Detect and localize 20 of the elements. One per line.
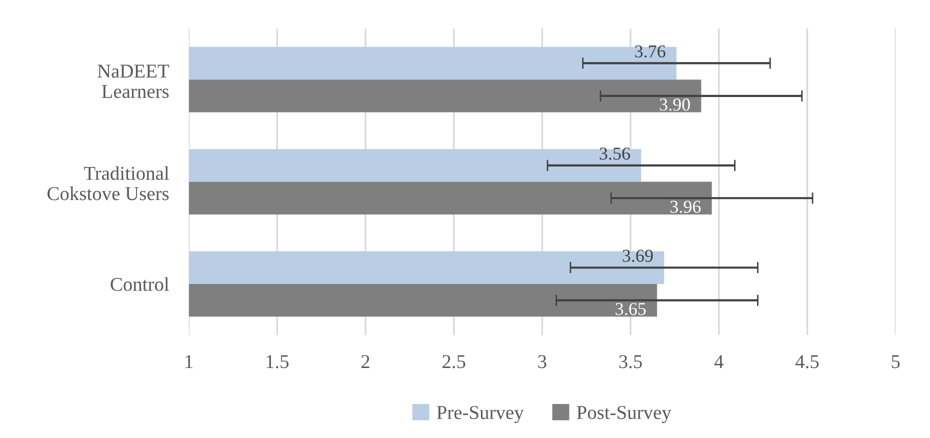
data-label: 3.90 <box>660 98 690 111</box>
x-tick-label: 2 <box>361 355 370 368</box>
x-tick-label: 2.5 <box>442 355 466 368</box>
data-label: 3.69 <box>622 250 653 262</box>
y-tick-label: Control <box>110 277 169 291</box>
x-tick-label: 4 <box>714 355 724 368</box>
x-tick-label: 5 <box>892 355 900 368</box>
data-label: 3.56 <box>600 148 630 160</box>
x-tick-label: 1 <box>186 355 192 368</box>
y-tick-label: NaDEET Learners <box>98 64 170 98</box>
data-label: 3.65 <box>616 302 646 316</box>
x-tick-label: 4.5 <box>795 355 819 368</box>
legend-label: Pre-Survey <box>436 406 524 424</box>
y-tick-label: Traditional Cokstove Users <box>48 166 169 200</box>
x-tick-label: 3 <box>538 355 546 368</box>
data-label: 3.76 <box>635 45 666 58</box>
x-tick-label: 1.5 <box>266 355 289 368</box>
data-label: 3.96 <box>670 200 701 213</box>
legend-label: Post-Survey <box>576 406 672 424</box>
x-tick-label: 3.5 <box>619 355 642 368</box>
